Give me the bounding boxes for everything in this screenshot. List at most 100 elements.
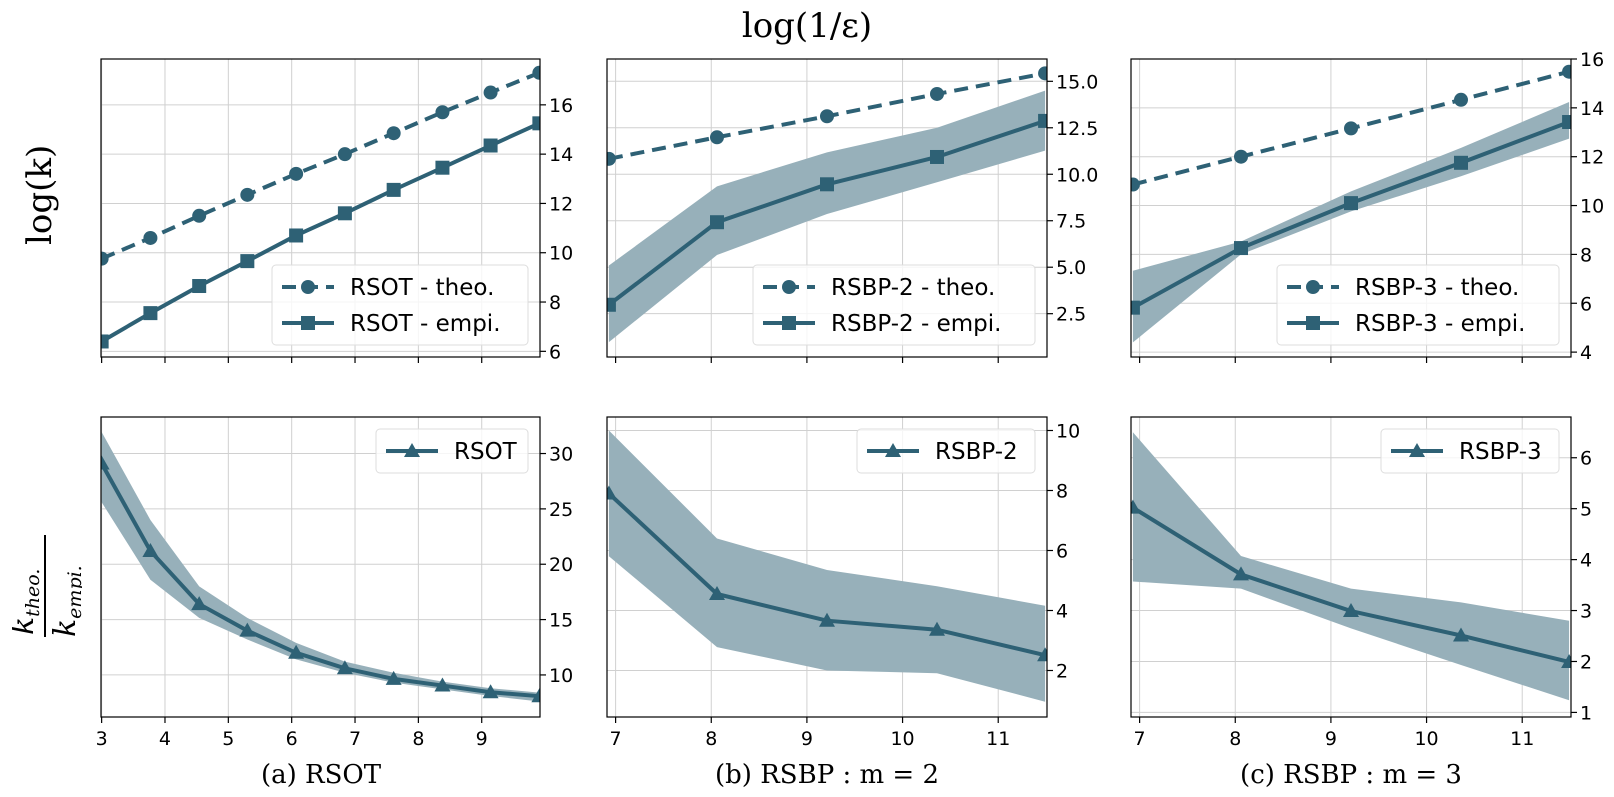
- y-tick-label: 5: [1580, 499, 1592, 521]
- panel-a-bottom: 10 15 20 25 30 3 4 5 6 7 8 9 RSOT: [96, 416, 573, 750]
- data-point-triangle: [1233, 566, 1249, 581]
- y-tick-label: 2: [1056, 661, 1068, 683]
- x-tick-label: 4: [159, 728, 171, 750]
- caption-c: (c) RSBP : m = 3: [1240, 760, 1462, 790]
- data-point-square: [435, 160, 450, 175]
- data-point-square: [289, 228, 304, 243]
- data-point-square: [1131, 300, 1140, 315]
- legend-label: RSBP-3: [1459, 439, 1542, 465]
- panel-c-top: 4 6 8 10 12 14 16 RSBP-3 - theo. RSBP-3 - empi.: [1130, 49, 1604, 364]
- y-tick-label: 20: [549, 554, 573, 576]
- data-point-triangle: [1453, 627, 1469, 642]
- data-point-square: [386, 182, 401, 197]
- data-point-triangle: [709, 586, 725, 600]
- panel-b-bottom: 2 4 6 8 10 7 8 9 10 11 RSBP-2: [606, 416, 1080, 750]
- x-tick-label: 3: [96, 728, 108, 750]
- legend-marker-triangle: [1409, 443, 1425, 457]
- legend: RSBP-2: [856, 428, 1036, 474]
- data-point-triangle: [288, 644, 305, 659]
- axes-frame: [606, 416, 1048, 718]
- data-point-triangle: [607, 485, 617, 500]
- data-point-triangle: [434, 677, 451, 692]
- data-point-circle: [483, 85, 498, 100]
- legend-marker-square: [782, 316, 796, 330]
- y-tick-label: 4: [1580, 550, 1592, 572]
- legend-marker-square: [1306, 316, 1320, 330]
- y-tick-label: 1: [1580, 702, 1592, 724]
- data-point-triangle: [385, 670, 402, 685]
- legend-label: RSBP-2: [935, 439, 1018, 465]
- legend-label: RSOT - theo.: [350, 275, 494, 301]
- data-point-square: [101, 334, 109, 349]
- data-point-square: [930, 149, 944, 164]
- y-tick-label: 15: [549, 610, 573, 632]
- y-tick-label: 6: [1580, 293, 1592, 315]
- data-point-square: [483, 138, 498, 153]
- data-point-square: [192, 279, 207, 294]
- data-point-circle: [143, 230, 158, 245]
- data-point-circle: [1344, 121, 1358, 136]
- plot-area: [101, 431, 540, 703]
- y-tick-label: 6: [1580, 448, 1592, 470]
- x-tick-label: 8: [1229, 728, 1241, 750]
- x-tick-label: 8: [705, 728, 717, 750]
- legend: RSBP-2 - theo. RSBP-2 - empi.: [752, 264, 1036, 346]
- data-point-triangle: [482, 684, 499, 699]
- x-tick-label: 9: [1325, 728, 1337, 750]
- ratio-denominator: kempi.: [48, 565, 82, 637]
- data-point-triangle: [101, 455, 110, 470]
- data-point-circle: [1454, 92, 1468, 107]
- y-tick-label: 6: [1056, 541, 1068, 563]
- series-line: [101, 70, 540, 261]
- legend-box: [271, 264, 529, 346]
- x-tick-label: 5: [222, 728, 234, 750]
- data-point-triangle: [1561, 653, 1571, 668]
- data-point-circle: [710, 130, 724, 145]
- legend: RSBP-3: [1380, 428, 1560, 474]
- y-tick-label: 25: [549, 499, 573, 521]
- plot-area: [607, 66, 1047, 343]
- legend-label: RSBP-3 - theo.: [1355, 275, 1519, 301]
- x-tick-label: 10: [890, 728, 914, 750]
- x-tick-label: 10: [1414, 728, 1438, 750]
- data-point-triangle: [819, 612, 835, 627]
- y-tick-label: 14: [549, 144, 573, 166]
- data-point-circle: [101, 251, 109, 266]
- series-line: [101, 121, 540, 344]
- shared-x-axis-title: log(1/ε): [741, 6, 873, 46]
- data-point-square: [240, 254, 255, 269]
- y-tick-label: 2: [1580, 651, 1592, 673]
- data-point-square: [337, 206, 352, 221]
- x-tick-label: 9: [476, 728, 488, 750]
- y-tick-label: 10.0: [1056, 164, 1098, 186]
- y-tick-label: 10: [1580, 196, 1604, 218]
- legend-marker-circle: [782, 280, 796, 294]
- legend-label: RSBP-2 - empi.: [831, 311, 1001, 337]
- legend: RSBP-3 - theo. RSBP-3 - empi.: [1276, 264, 1560, 346]
- y-tick-label: 8: [1056, 481, 1068, 503]
- legend-marker-square: [301, 316, 315, 330]
- data-point-circle: [337, 147, 352, 162]
- data-point-circle: [386, 126, 401, 141]
- data-point-triangle: [1131, 499, 1141, 514]
- y-tick-label: 6: [549, 341, 561, 363]
- data-point-triangle: [191, 596, 208, 611]
- data-point-triangle: [1343, 603, 1359, 618]
- data-point-circle: [532, 65, 540, 80]
- x-tick-label: 6: [286, 728, 298, 750]
- legend-box: [752, 264, 1036, 346]
- legend-box: [1380, 428, 1560, 474]
- series-line: [101, 462, 540, 699]
- legend-marker-circle: [301, 280, 315, 294]
- data-point-square: [607, 297, 616, 312]
- y-tick-label: 10: [549, 243, 573, 265]
- y-tick-label: 12: [549, 193, 573, 215]
- axes-frame: [1130, 416, 1572, 718]
- legend-marker-triangle: [885, 443, 901, 457]
- data-point-circle: [1131, 177, 1140, 192]
- legend-label: RSBP-3 - empi.: [1355, 311, 1525, 337]
- x-tick-label: 7: [610, 728, 622, 750]
- data-point-square: [1562, 115, 1571, 130]
- y-tick-label: 16: [1580, 49, 1604, 71]
- data-point-square: [1038, 113, 1047, 128]
